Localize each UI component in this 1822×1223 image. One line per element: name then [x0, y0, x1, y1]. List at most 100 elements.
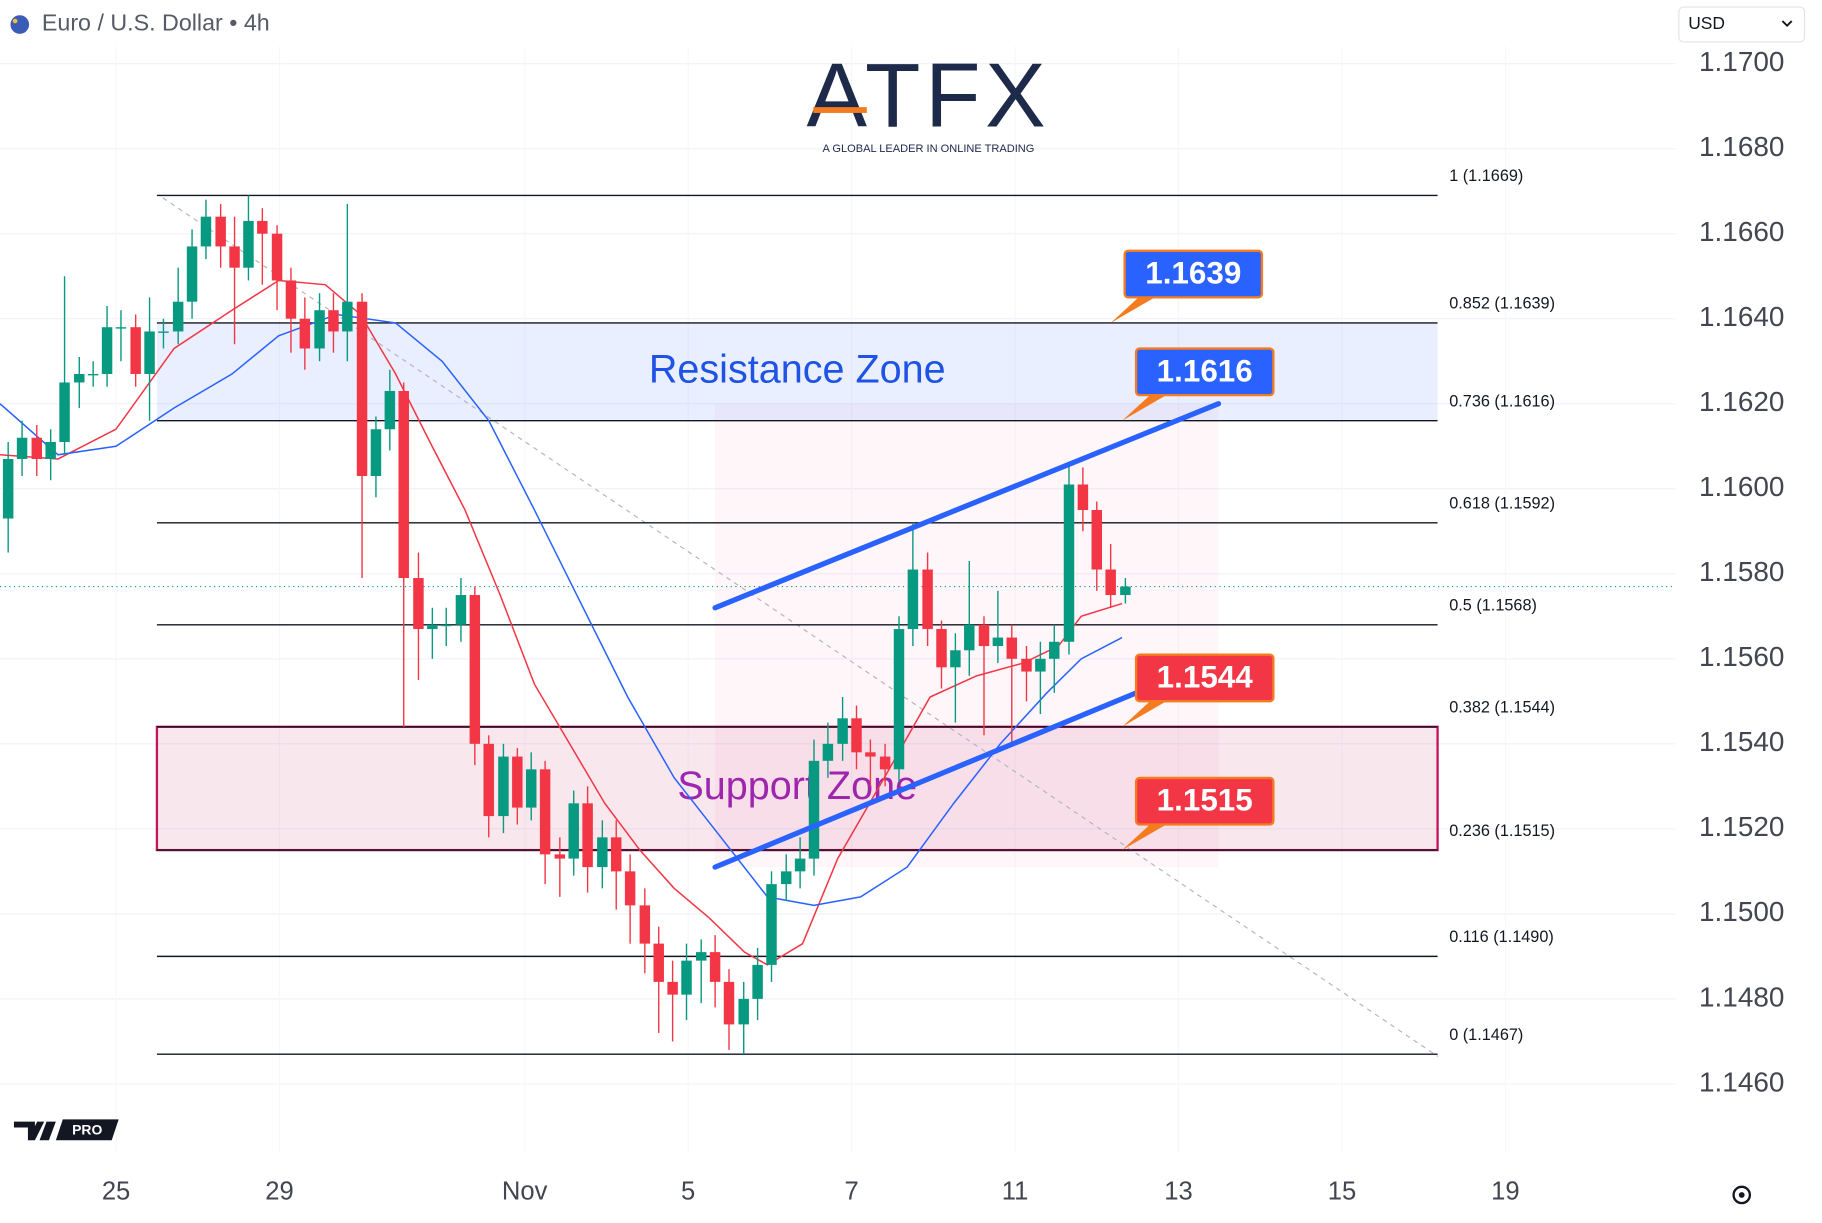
fib-label: 0.852 (1.1639): [1449, 295, 1555, 313]
x-tick-label: 25: [102, 1177, 130, 1205]
candle-body: [1006, 637, 1018, 659]
channel-layer: [712, 401, 1222, 870]
fib-label: 1 (1.1669): [1449, 167, 1523, 185]
channel-line: [712, 656, 1222, 870]
currency-text[interactable]: USD: [1688, 13, 1725, 33]
y-tick-label: 1.1660: [1699, 216, 1784, 247]
callout-label: 1.1639: [1145, 256, 1241, 291]
candle-body: [752, 964, 763, 999]
callout-label: 1.1515: [1157, 783, 1253, 818]
fib-label: 0.5 (1.1568): [1449, 596, 1537, 614]
candle-body: [1077, 484, 1089, 511]
fib-label: 0.236 (1.1515): [1449, 822, 1555, 840]
candle-body: [837, 718, 848, 744]
callout-label: 1.1616: [1157, 353, 1253, 388]
candle-body: [45, 441, 56, 459]
candle-body: [597, 837, 608, 868]
candle-body: [384, 390, 396, 430]
candle-body: [172, 301, 184, 332]
candle-body: [200, 216, 212, 247]
x-tick-label: 19: [1491, 1177, 1519, 1205]
candle-body: [314, 310, 325, 349]
axis-layer: 1.1460 1.1480 1.1500 1.1520 1.1540 1.1560 1.15…: [102, 46, 1785, 1205]
callout-box: [1134, 653, 1275, 703]
candle-body: [87, 373, 99, 376]
candle-body: [144, 331, 155, 374]
x-tick-label: 15: [1328, 1177, 1356, 1205]
candle-body: [257, 220, 268, 234]
candle-body: [794, 858, 806, 872]
y-tick-label: 1.1580: [1699, 556, 1784, 587]
candle-body: [992, 637, 1004, 647]
moving-average: [0, 279, 1123, 966]
currency-select[interactable]: [1678, 6, 1806, 43]
candle-body: [356, 301, 368, 477]
candle-body: [610, 837, 622, 872]
candle-body: [851, 718, 862, 753]
candle-body: [709, 952, 721, 982]
callout-pointer: [1122, 395, 1167, 421]
x-tick-label: 29: [265, 1177, 293, 1205]
candle-body: [483, 743, 494, 817]
candle-body: [639, 905, 651, 944]
candle-body: [695, 952, 707, 961]
x-tick-label: 5: [681, 1177, 695, 1205]
label-layer: 1.1639 1.1616 1.1544 1.1515: [1110, 249, 1275, 851]
candle-body: [285, 280, 297, 319]
candle-body: [822, 743, 834, 761]
settings-icon[interactable]: [1732, 1185, 1752, 1205]
y-tick-label: 1.1600: [1699, 471, 1784, 502]
candle-body: [1105, 569, 1116, 596]
candle-body: [1049, 641, 1060, 659]
tv-logo: [13, 1121, 56, 1141]
fib-label: 0.618 (1.1592): [1449, 494, 1555, 512]
x-tick-label: 11: [1002, 1177, 1029, 1205]
y-tick-label: 1.1480: [1699, 981, 1784, 1012]
fib-label: 0 (1.1467): [1449, 1026, 1523, 1044]
candle-body: [2, 458, 14, 519]
callout-pointer: [1122, 701, 1167, 727]
zone-label: Resistance Zone: [649, 347, 946, 391]
logo-name: ATFX: [807, 45, 1051, 146]
candle-body: [865, 752, 876, 757]
candle-body: [653, 943, 664, 982]
y-tick-label: 1.1520: [1699, 811, 1784, 842]
callout-pointer: [1110, 297, 1155, 323]
pro-badge: [55, 1119, 119, 1141]
currency-chevron: [1781, 20, 1793, 28]
candle-body: [31, 437, 43, 459]
candle-body: [681, 960, 692, 995]
candle-body: [893, 629, 905, 770]
callout-label: 1.1544: [1157, 659, 1254, 694]
candle-body: [74, 373, 85, 383]
candle-body: [723, 981, 735, 1025]
ma-layer: [0, 279, 1123, 966]
candle-body: [413, 578, 424, 630]
candle-body: [16, 437, 28, 459]
candle-body: [186, 246, 198, 302]
candle-body: [879, 756, 891, 770]
candle-body: [539, 769, 551, 855]
candle-body: [130, 327, 141, 374]
fib-layer: 1 (1.1669) 0.852 (1.1639) 0.736 (1.1616) 0.…: [156, 167, 1555, 1055]
candle-body: [1035, 658, 1046, 672]
y-tick-label: 1.1500: [1699, 896, 1784, 927]
settings-icon-center: [1738, 1192, 1745, 1198]
candle-body: [215, 216, 226, 247]
y-tick-label: 1.1560: [1699, 641, 1784, 672]
y-tick-label: 1.1620: [1699, 386, 1784, 417]
candle-body: [342, 301, 353, 332]
candle-body: [59, 382, 70, 442]
fib-label: 0.116 (1.1490): [1449, 928, 1554, 946]
candle-body: [115, 327, 127, 329]
candle-body: [158, 331, 169, 333]
candle-body: [738, 998, 749, 1025]
candle-body: [1021, 658, 1032, 672]
candle-body: [808, 760, 820, 859]
moving-average: [0, 313, 1123, 907]
candle-body: [568, 803, 579, 859]
candle-body: [964, 624, 975, 651]
grid-layer: [0, 46, 1676, 1152]
candle-body: [498, 756, 509, 817]
